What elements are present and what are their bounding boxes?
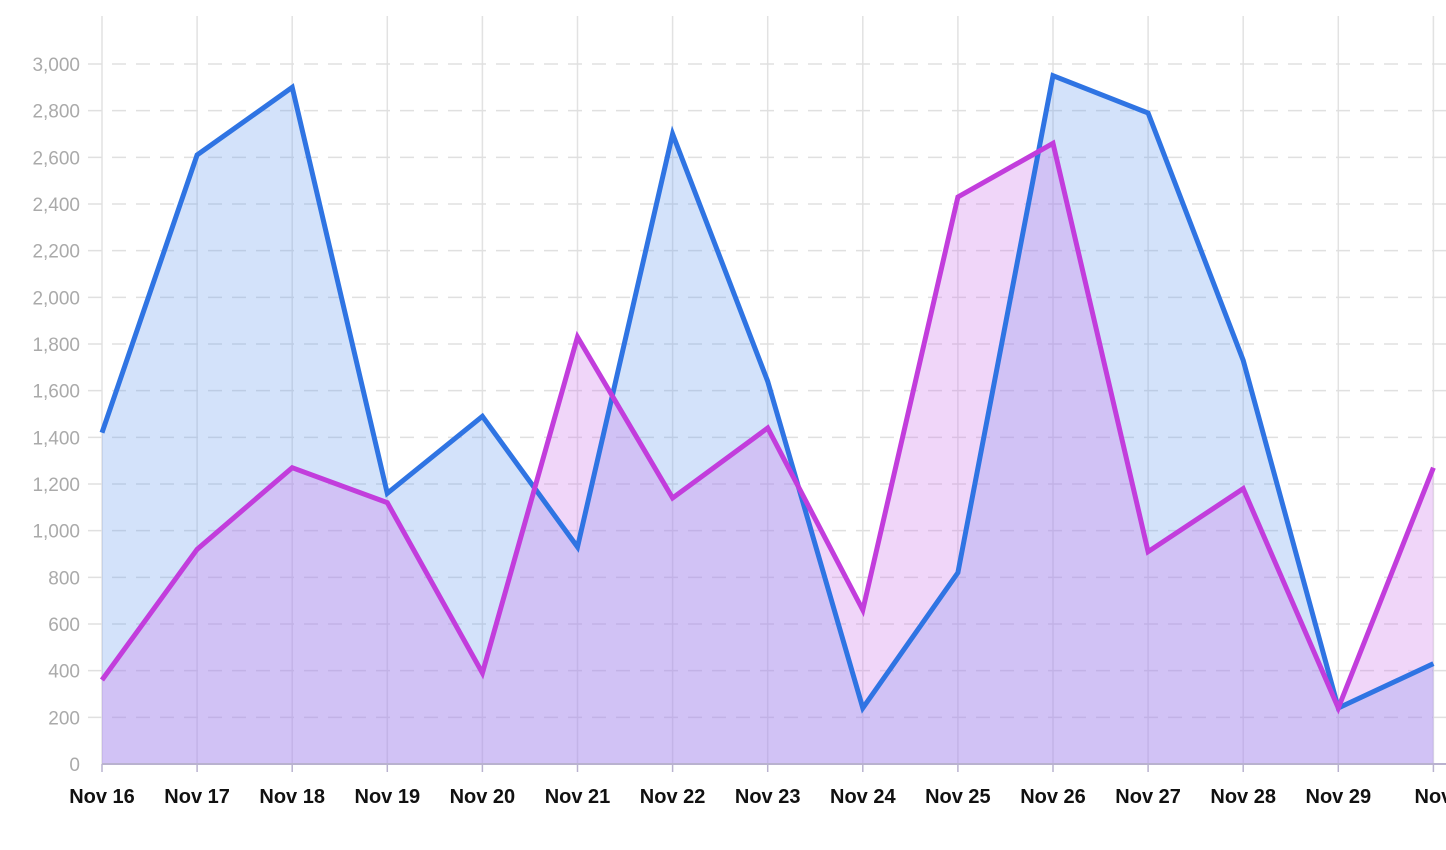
- y-tick-label: 3,000: [32, 55, 80, 76]
- x-tick-label: Nov 21: [545, 786, 611, 808]
- y-axis-ticks: 0 200 400 600 800 1,000 1,200 1,400 1,600 1,800 2,…: [32, 55, 80, 776]
- y-tick-label: 1,400: [32, 428, 80, 449]
- y-tick-label: 2,000: [32, 288, 80, 309]
- y-tick-label: 200: [48, 708, 80, 729]
- x-tick-label: Nov 16: [69, 786, 135, 808]
- y-tick-label: 2,800: [32, 102, 80, 123]
- y-tick-label: 600: [48, 615, 80, 636]
- x-tick-label: Nov 28: [1210, 786, 1276, 808]
- y-tick-label: 2,200: [32, 242, 80, 263]
- y-tick-label: 400: [48, 662, 80, 683]
- x-tick-label: Nov 24: [830, 786, 896, 808]
- axes: [102, 764, 1446, 772]
- y-tick-label: 0: [69, 755, 80, 776]
- y-tick-label: 1,200: [32, 475, 80, 496]
- y-tick-label: 800: [48, 568, 80, 589]
- y-tick-label: 2,600: [32, 148, 80, 169]
- x-tick-label: Nov 17: [164, 786, 230, 808]
- x-tick-label: Nov: [1415, 786, 1446, 808]
- x-tick-label: Nov 27: [1115, 786, 1181, 808]
- x-tick-label: Nov 22: [640, 786, 706, 808]
- x-tick-label: Nov 29: [1306, 786, 1372, 808]
- y-tick-label: 2,400: [32, 195, 80, 216]
- x-tick-label: Nov 19: [355, 786, 421, 808]
- y-tick-label: 1,800: [32, 335, 80, 356]
- x-tick-label: Nov 23: [735, 786, 801, 808]
- y-tick-label: 1,000: [32, 522, 80, 543]
- x-tick-label: Nov 18: [259, 786, 325, 808]
- x-tick-label: Nov 20: [450, 786, 516, 808]
- x-tick-label: Nov 26: [1020, 786, 1086, 808]
- x-tick-label: Nov 25: [925, 786, 991, 808]
- y-tick-label: 1,600: [32, 382, 80, 403]
- x-axis-ticks: Nov 16 Nov 17 Nov 18 Nov 19 Nov 20 Nov 21 Nov …: [69, 786, 1446, 808]
